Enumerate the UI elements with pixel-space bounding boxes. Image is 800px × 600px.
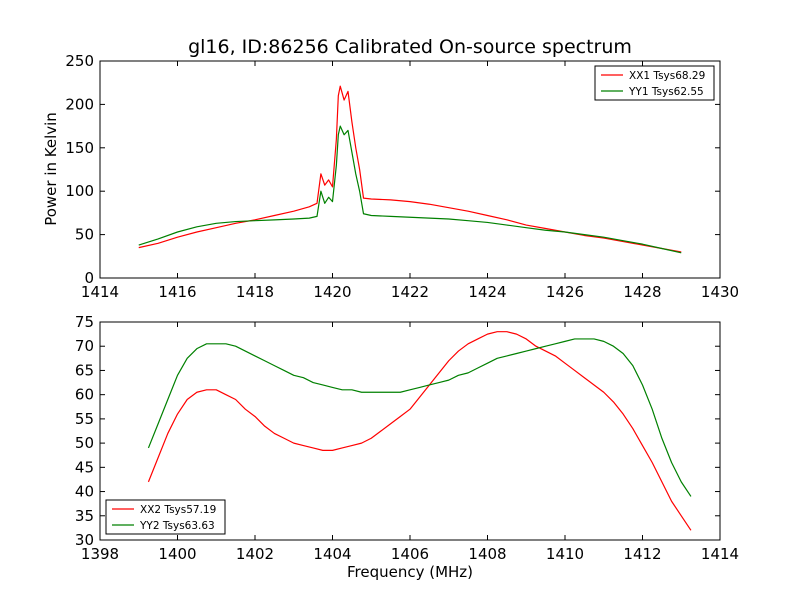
bottom-xtick-label-2: 1402: [236, 545, 274, 563]
bottom-legend-label-0: XX2 Tsys57.19: [140, 504, 216, 516]
top-xtick-label-8: 1430: [701, 283, 739, 301]
bottom-ytick-label-9: 75: [75, 313, 94, 331]
top-xtick-label-4: 1422: [391, 283, 429, 301]
top-legend: XX1 Tsys68.29 YY1 Tsys62.55: [594, 65, 715, 101]
bottom-xtick-label-4: 1406: [391, 545, 429, 563]
chart-title: gl16, ID:86256 Calibrated On-source spec…: [188, 36, 632, 58]
top-ytick-label-1: 50: [75, 226, 94, 244]
bottom-legend: XX2 Tsys57.19 YY2 Tsys63.63: [105, 499, 226, 535]
top-legend-box: [594, 65, 715, 101]
bottom-xtick-label-1: 1400: [158, 545, 196, 563]
bottom-xtick-label-3: 1404: [313, 545, 351, 563]
top-xtick-label-6: 1426: [546, 283, 584, 301]
bottom-legend-label-1: YY2 Tsys63.63: [139, 520, 215, 532]
top-xtick-label-2: 1418: [236, 283, 274, 301]
bottom-xlabel: Frequency (MHz): [347, 563, 473, 581]
top-xtick-label-1: 1416: [158, 283, 196, 301]
bottom-xtick-label-0: 1398: [81, 545, 119, 563]
bottom-ytick-label-6: 60: [75, 386, 94, 404]
bottom-xtick-label-5: 1408: [468, 545, 506, 563]
bottom-xtick-label-6: 1410: [546, 545, 584, 563]
top-series-line-1: [138, 125, 682, 254]
top-ytick-label-5: 250: [65, 52, 94, 70]
bottom-xtick-label-8: 1414: [701, 545, 739, 563]
top-xtick-label-5: 1424: [468, 283, 506, 301]
top-ytick-label-4: 200: [65, 95, 94, 113]
top-plot: 1414 1416 1418 1420 1422 1424 1426 1428 1430 0 50 1…: [65, 52, 739, 301]
bottom-ytick-label-8: 70: [75, 337, 94, 355]
top-xtick-label-7: 1428: [623, 283, 661, 301]
bottom-ytick-label-1: 35: [75, 507, 94, 525]
bottom-series-line-1: [147, 338, 692, 497]
top-xtick-label-0: 1414: [81, 283, 119, 301]
bottom-ytick-label-7: 65: [75, 361, 94, 379]
top-ytick-label-2: 100: [65, 182, 94, 200]
bottom-ytick-label-2: 40: [75, 483, 94, 501]
bottom-xtick-label-7: 1412: [623, 545, 661, 563]
bottom-ytick-label-4: 50: [75, 434, 94, 452]
bottom-ytick-label-3: 45: [75, 458, 94, 476]
top-legend-label-0: XX1 Tsys68.29: [629, 70, 705, 82]
top-ytick-label-0: 0: [84, 269, 94, 287]
bottom-ytick-label-0: 30: [75, 531, 94, 549]
top-legend-label-1: YY1 Tsys62.55: [628, 86, 704, 98]
bottom-legend-box: [105, 499, 226, 535]
top-ylabel: Power in Kelvin: [42, 112, 60, 226]
bottom-series-line-0: [147, 331, 692, 531]
top-xtick-label-3: 1420: [313, 283, 351, 301]
bottom-plot: 1398 1400 1402 1404 1406 1408 1410 1412 1414 30 35…: [75, 313, 739, 563]
bottom-ytick-label-5: 55: [75, 410, 94, 428]
top-series-line-0: [138, 85, 682, 253]
top-ytick-label-3: 150: [65, 139, 94, 157]
